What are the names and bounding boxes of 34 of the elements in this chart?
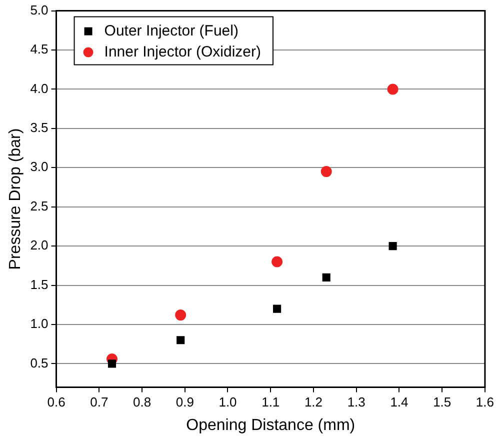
x-tick-label: 0.9 [176,394,194,410]
point [272,256,283,268]
legend-label: Inner Injector (Oxidizer) [104,43,261,60]
y-tick-label: 2.5 [30,198,48,214]
x-tick-label: 0.7 [90,394,108,410]
point [175,310,186,321]
point [388,242,397,250]
y-tick-label: 5.0 [30,2,48,18]
x-tick-label: 1.5 [433,394,452,410]
x-axis-title: Opening Distance (mm) [186,416,356,434]
x-tick-label: 1.0 [218,394,237,410]
x-tick-label: 1.2 [304,394,323,410]
y-tick-label: 3.5 [30,120,48,136]
point [322,273,330,282]
y-tick-label: 3.0 [30,159,48,174]
x-tick-label: 1.6 [476,394,494,410]
legend-label: Outer Injector (Fuel) [104,22,238,40]
y-tick-label: 4.0 [30,80,48,96]
y-tick-label: 1.5 [30,276,48,292]
x-tick-label: 1.3 [347,394,366,410]
y-axis-title: Pressure Drop (bar) [7,128,24,270]
point [108,360,116,368]
x-tick-label: 1.1 [262,394,280,410]
point [320,166,332,178]
point [176,336,185,344]
point [273,304,282,313]
x-tick-label: 0.6 [47,394,66,410]
y-tick-label: 2.0 [30,238,48,253]
x-tick-label: 0.8 [132,394,152,410]
x-tick-label: 1.4 [390,394,408,410]
point [387,84,398,95]
y-tick-label: 4.5 [30,42,48,57]
y-tick-label: 0.5 [30,355,48,370]
y-tick-label: 1.0 [30,316,48,332]
